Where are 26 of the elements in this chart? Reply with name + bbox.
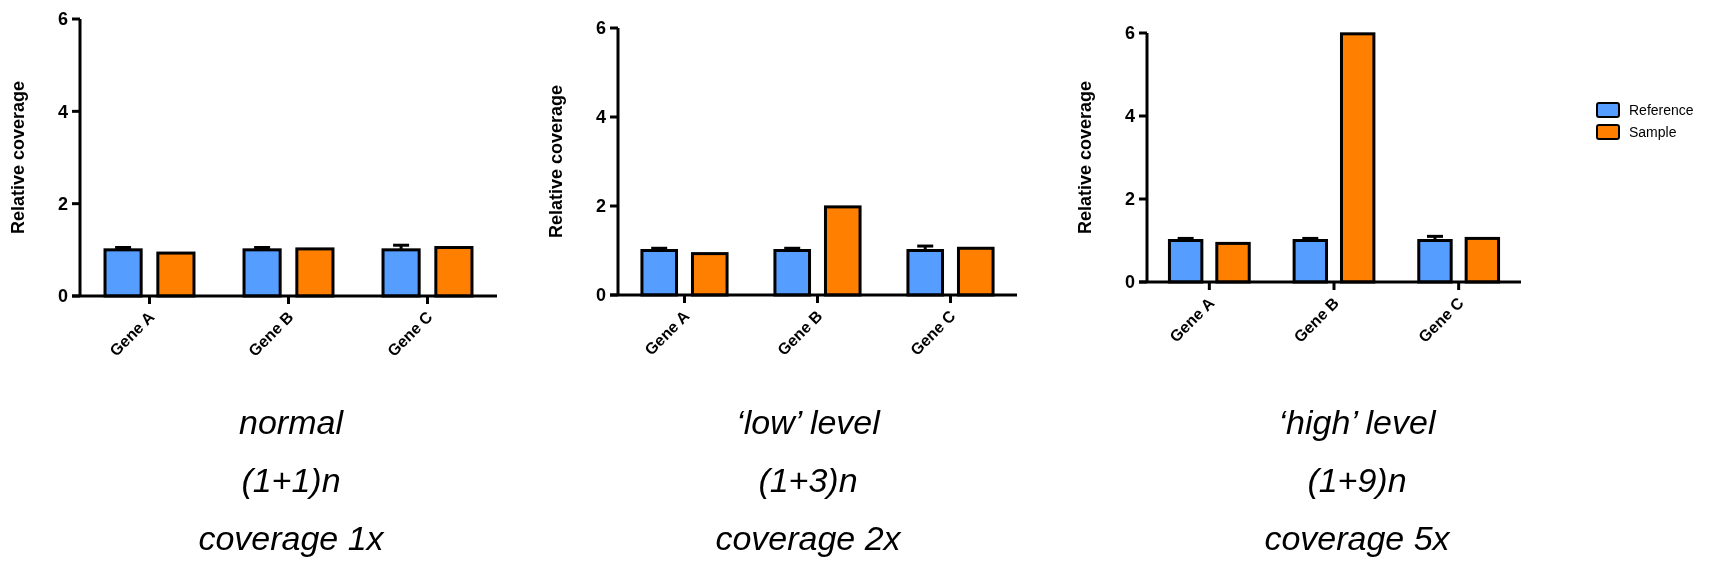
y-tick-label: 4 — [57, 101, 68, 122]
y-axis-title: Relative coverage — [546, 84, 566, 239]
y-tick-label: 0 — [1124, 272, 1135, 293]
y-tick-label: 2 — [57, 193, 68, 214]
y-tick-label: 2 — [595, 196, 606, 217]
y-axis-title: Relative coverage — [8, 80, 28, 235]
text: (1+3)n — [758, 461, 858, 499]
text: ‘high’ level — [1278, 403, 1437, 441]
text: coverage 5x — [1264, 519, 1451, 557]
y-tick-label: 6 — [57, 9, 68, 30]
text: coverage 1x — [198, 519, 385, 557]
legend-label: Reference — [1629, 101, 1694, 118]
text: (1+1)n — [241, 461, 341, 499]
y-tick-label: 4 — [1124, 106, 1135, 127]
text: (1+9)n — [1307, 461, 1407, 499]
text: ‘low’ level — [736, 403, 882, 441]
text: normal — [239, 403, 345, 441]
y-tick-label: 0 — [57, 286, 68, 307]
legend-label: Sample — [1629, 123, 1677, 140]
y-tick-label: 6 — [595, 18, 606, 39]
y-axis-title: Relative coverage — [1075, 80, 1095, 235]
y-tick-label: 0 — [595, 285, 606, 306]
text: coverage 2x — [715, 519, 902, 557]
y-tick-label: 6 — [1124, 23, 1135, 44]
y-tick-label: 4 — [595, 107, 606, 128]
y-tick-label: 2 — [1124, 189, 1135, 210]
